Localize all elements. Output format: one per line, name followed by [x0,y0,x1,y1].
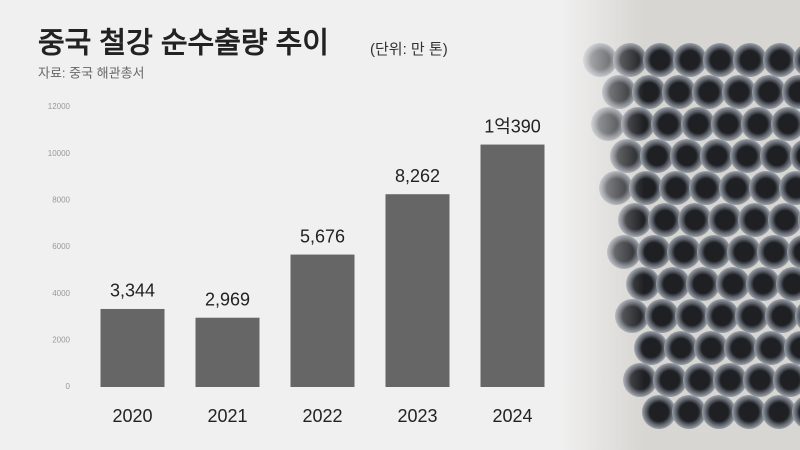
value-label: 3,344 [110,281,155,301]
value-label: 5,676 [300,226,345,246]
y-tick-label: 8000 [52,195,70,204]
y-tick-label: 10000 [48,149,71,158]
y-tick-label: 2000 [52,335,70,344]
value-label: 1억390 [484,116,541,136]
y-tick-label: 12000 [48,102,71,111]
x-tick-label: 2024 [492,406,532,426]
chart-title: 중국 철강 순수출량 추이 [38,27,329,60]
source: 자료: 중국 해관총서 [38,65,145,80]
x-tick-label: 2021 [207,406,247,426]
x-tick-label: 2023 [397,406,437,426]
y-tick-label: 4000 [52,289,70,298]
bar [100,308,165,387]
bar [290,254,355,387]
bar [480,144,545,387]
y-tick-label: 6000 [52,242,70,251]
x-tick-label: 2022 [302,406,342,426]
value-label: 8,262 [395,166,440,186]
bar [385,194,450,387]
photo-fade [560,0,800,450]
bar [195,317,260,387]
subtitle: (단위: 만 톤) [370,41,448,58]
x-tick-label: 2020 [112,406,152,426]
value-label: 2,969 [205,289,250,309]
y-tick-label: 0 [66,382,71,391]
